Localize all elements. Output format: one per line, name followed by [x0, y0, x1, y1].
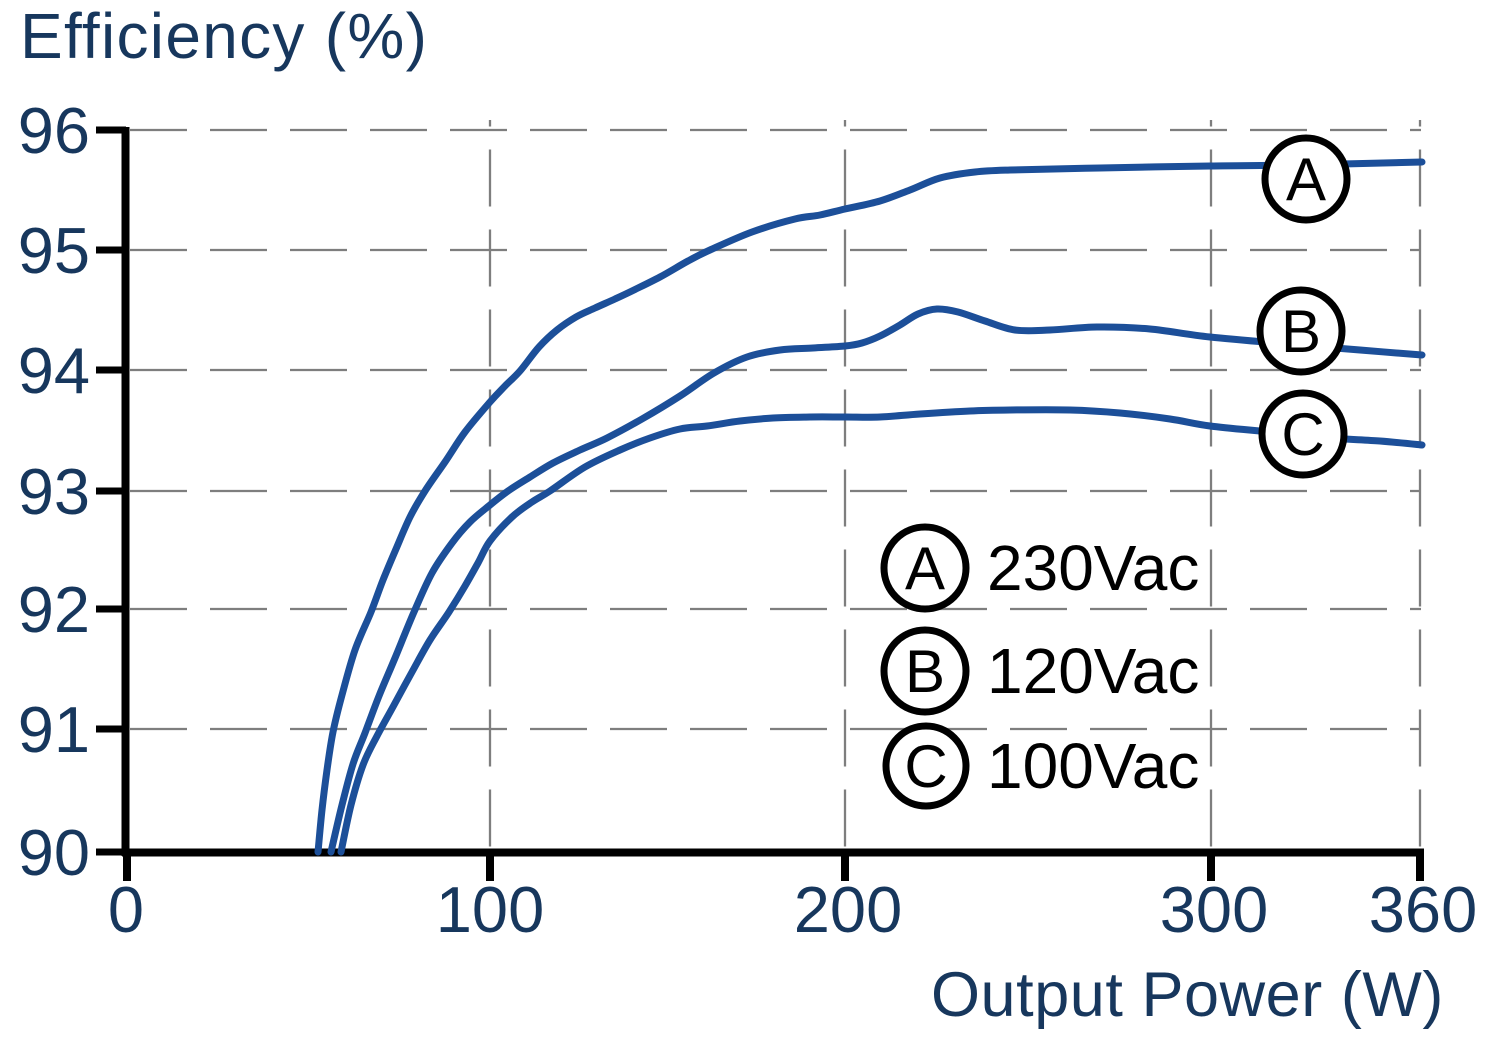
svg-text:96: 96	[18, 94, 90, 167]
svg-text:94: 94	[18, 334, 90, 407]
svg-text:A: A	[1286, 146, 1326, 213]
svg-text:100Vac: 100Vac	[987, 730, 1199, 802]
svg-text:120Vac: 120Vac	[987, 635, 1199, 707]
svg-text:92: 92	[18, 573, 90, 646]
svg-text:91: 91	[18, 693, 90, 766]
svg-text:200: 200	[794, 873, 902, 946]
svg-text:C: C	[1281, 401, 1324, 468]
svg-text:B: B	[905, 638, 945, 705]
svg-text:100: 100	[436, 873, 544, 946]
svg-text:B: B	[1281, 298, 1321, 365]
svg-text:93: 93	[18, 455, 90, 528]
svg-text:90: 90	[18, 816, 90, 889]
svg-text:230Vac: 230Vac	[987, 532, 1199, 604]
svg-text:A: A	[905, 535, 945, 602]
svg-text:95: 95	[18, 214, 90, 287]
svg-text:Output Power (W): Output Power (W)	[931, 960, 1444, 1030]
svg-text:0: 0	[108, 873, 144, 946]
svg-text:300: 300	[1160, 873, 1268, 946]
svg-text:C: C	[904, 733, 947, 800]
svg-text:Efficiency (%): Efficiency (%)	[20, 0, 428, 72]
svg-text:360: 360	[1369, 873, 1477, 946]
